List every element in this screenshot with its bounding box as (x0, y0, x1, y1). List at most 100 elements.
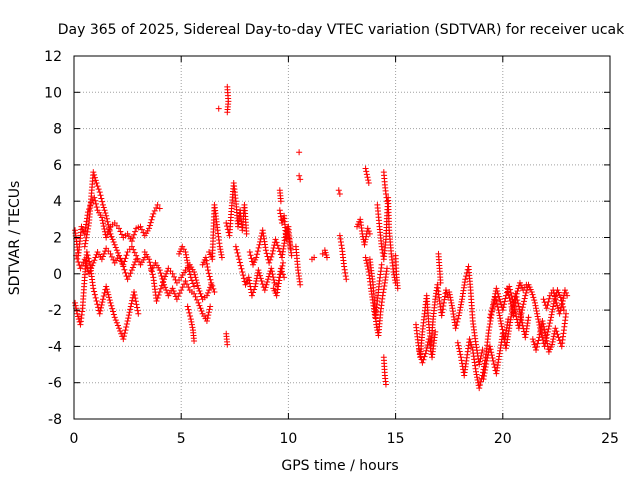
data-point (422, 350, 429, 357)
data-point (504, 288, 511, 295)
data-point (99, 198, 106, 205)
data-point (125, 315, 132, 322)
data-point (457, 304, 464, 311)
data-point (440, 303, 447, 310)
data-point (489, 355, 496, 362)
data-point (184, 259, 191, 266)
data-point (109, 305, 116, 312)
data-point (183, 251, 190, 258)
data-point (487, 346, 494, 353)
data-point (540, 296, 547, 303)
data-point (99, 253, 106, 260)
data-point (255, 244, 262, 251)
data-point (274, 286, 281, 293)
data-point (117, 255, 124, 262)
data-point (533, 347, 540, 354)
data-point (131, 261, 138, 268)
data-point (93, 180, 100, 187)
data-point (544, 302, 551, 309)
data-point (160, 278, 167, 285)
y-tick-label: -2 (48, 303, 62, 319)
data-point (263, 250, 270, 257)
data-point (88, 265, 95, 272)
data-point (94, 183, 101, 190)
data-point (138, 226, 145, 233)
data-point (521, 298, 528, 305)
data-point (203, 317, 210, 324)
data-point (447, 297, 454, 304)
data-point (493, 285, 500, 292)
data-point (149, 271, 156, 278)
data-point (155, 291, 162, 298)
data-point (276, 277, 283, 284)
data-point (205, 312, 212, 319)
data-point (256, 269, 263, 276)
data-point (480, 376, 487, 383)
data-point (439, 306, 446, 313)
data-point (535, 319, 542, 326)
data-point (544, 340, 551, 347)
data-point (196, 288, 203, 295)
data-point (380, 289, 387, 296)
data-point (279, 262, 286, 269)
data-point (191, 290, 198, 297)
data-point (75, 313, 82, 320)
data-point (455, 315, 462, 322)
data-point (448, 299, 455, 306)
data-point (534, 310, 541, 317)
data-point (521, 295, 528, 302)
data-point (563, 310, 570, 317)
data-point (108, 302, 115, 309)
data-point (101, 225, 108, 232)
data-point (265, 273, 272, 280)
data-point (518, 313, 525, 320)
data-point (446, 291, 453, 298)
data-point (498, 320, 505, 327)
data-point (188, 321, 195, 328)
data-point (128, 267, 135, 274)
data-point (338, 242, 345, 249)
data-point (474, 374, 481, 381)
data-point (192, 293, 199, 300)
data-point (543, 337, 550, 344)
data-point (507, 298, 514, 305)
data-point (416, 350, 423, 357)
data-point (530, 338, 537, 345)
data-point (107, 250, 114, 257)
data-point (189, 280, 196, 287)
data-point (196, 302, 203, 309)
data-point (490, 357, 497, 364)
data-point (381, 283, 388, 290)
data-point (462, 276, 469, 283)
data-point (111, 241, 118, 248)
data-point (494, 288, 501, 295)
data-point (490, 301, 497, 308)
data-point (183, 281, 190, 288)
data-point (83, 234, 90, 241)
data-point (85, 255, 92, 262)
data-point (134, 255, 141, 262)
data-point (217, 249, 224, 256)
data-point (519, 304, 526, 311)
data-point (74, 255, 81, 262)
data-point (186, 309, 193, 316)
data-point (364, 174, 371, 181)
data-point (533, 305, 540, 312)
data-point (545, 325, 552, 332)
data-point (182, 249, 189, 256)
data-point (123, 321, 130, 328)
data-point (135, 310, 142, 317)
data-point (454, 318, 461, 325)
data-point (77, 265, 84, 272)
data-point (92, 197, 99, 204)
data-point (297, 281, 304, 288)
data-point (559, 298, 566, 305)
data-point (498, 323, 505, 330)
data-point (490, 361, 497, 368)
data-point (496, 296, 503, 303)
data-point (194, 282, 201, 289)
data-point (382, 190, 389, 197)
data-point (560, 295, 567, 302)
data-point (495, 293, 502, 300)
